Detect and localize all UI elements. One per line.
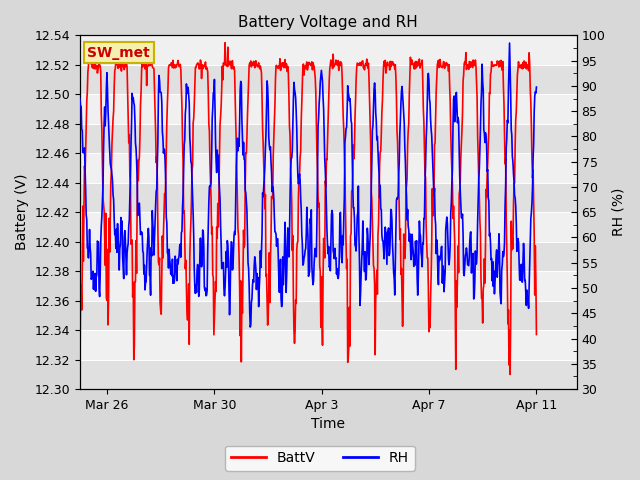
- Bar: [80, 300, 577, 330]
- X-axis label: Time: Time: [312, 418, 346, 432]
- Bar: [80, 183, 577, 212]
- Bar: [80, 65, 577, 94]
- Y-axis label: RH (%): RH (%): [611, 188, 625, 237]
- Text: SW_met: SW_met: [88, 46, 150, 60]
- Bar: [80, 360, 577, 389]
- Bar: [80, 124, 577, 153]
- Legend: BattV, RH: BattV, RH: [225, 445, 415, 471]
- Bar: [80, 242, 577, 271]
- Y-axis label: Battery (V): Battery (V): [15, 174, 29, 251]
- Title: Battery Voltage and RH: Battery Voltage and RH: [239, 15, 419, 30]
